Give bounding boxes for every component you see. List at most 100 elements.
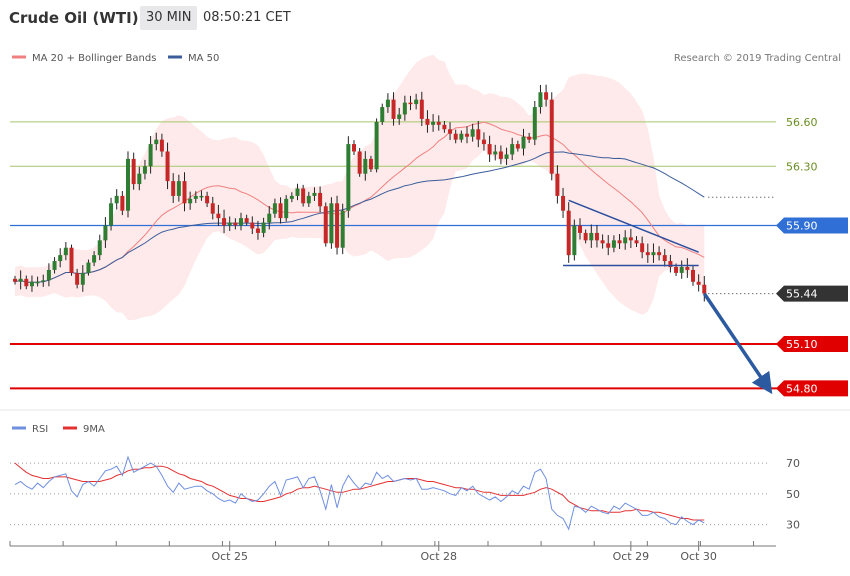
candle-body bbox=[312, 192, 317, 196]
candle bbox=[374, 118, 379, 173]
candle-body bbox=[453, 133, 458, 140]
candle-body bbox=[250, 222, 255, 229]
candle-body bbox=[623, 237, 628, 244]
candle bbox=[594, 225, 599, 248]
candle-body bbox=[668, 261, 673, 267]
candle bbox=[75, 268, 80, 289]
candle-body bbox=[86, 262, 91, 273]
candle-body bbox=[46, 269, 51, 281]
candle bbox=[80, 265, 85, 292]
candle-body bbox=[685, 266, 690, 270]
candle bbox=[171, 173, 176, 204]
candle bbox=[267, 205, 272, 230]
candle-body bbox=[691, 269, 695, 282]
candle bbox=[148, 136, 153, 174]
ma20-line bbox=[14, 121, 705, 283]
candle-body bbox=[210, 203, 215, 214]
research-credit: Research © 2019 Trading Central bbox=[674, 53, 841, 64]
timeframe-selector[interactable]: 30 MIN bbox=[140, 6, 198, 30]
candle-body bbox=[154, 139, 159, 145]
candle-body bbox=[227, 222, 232, 226]
candle bbox=[137, 166, 142, 191]
candle-body bbox=[114, 195, 119, 204]
resistance-label: 56.30 bbox=[786, 160, 818, 173]
candle-body bbox=[583, 232, 588, 241]
candle-body bbox=[109, 203, 114, 226]
rsi-panel: 70 50 30 bbox=[10, 455, 800, 532]
candle-body bbox=[572, 225, 577, 256]
candle-body bbox=[578, 225, 582, 233]
candle-body bbox=[380, 107, 385, 122]
candle-body bbox=[131, 158, 136, 185]
candle bbox=[103, 217, 108, 248]
candle-body bbox=[521, 136, 526, 149]
candle-body bbox=[41, 280, 46, 282]
candle-body bbox=[329, 203, 334, 244]
candle bbox=[284, 195, 289, 222]
resistance-label: 56.60 bbox=[786, 116, 818, 129]
candle-body bbox=[493, 151, 498, 155]
trendline bbox=[568, 199, 699, 253]
candle bbox=[210, 196, 215, 220]
candle bbox=[159, 133, 164, 157]
candle-body bbox=[306, 195, 311, 204]
candle bbox=[645, 243, 650, 263]
candle-body bbox=[97, 240, 102, 256]
candle bbox=[323, 202, 328, 247]
candle bbox=[222, 209, 227, 234]
candle-body bbox=[295, 188, 300, 196]
candle-body bbox=[18, 278, 23, 282]
price-legend: MA 20 + Bollinger Bands MA 50 Research ©… bbox=[12, 53, 841, 64]
candle-body bbox=[323, 206, 328, 244]
candle bbox=[481, 132, 486, 151]
candle-body bbox=[436, 121, 441, 125]
candle-body bbox=[80, 272, 85, 285]
candle bbox=[431, 114, 436, 132]
candle-body bbox=[103, 225, 108, 241]
trendlines bbox=[563, 199, 773, 395]
candle-body bbox=[120, 195, 125, 211]
candle bbox=[657, 246, 662, 261]
candle bbox=[29, 275, 34, 292]
candle-body bbox=[363, 158, 368, 174]
candle bbox=[109, 197, 114, 231]
candle-body bbox=[374, 121, 379, 170]
candle bbox=[391, 92, 396, 126]
candle bbox=[611, 235, 616, 253]
date-label: Oct 25 bbox=[211, 550, 248, 563]
candle bbox=[295, 183, 300, 201]
date-label: Oct 28 bbox=[420, 550, 457, 563]
candle bbox=[289, 192, 294, 203]
candle bbox=[86, 259, 91, 276]
candle bbox=[306, 191, 311, 207]
candle-body bbox=[188, 198, 193, 204]
candle-body bbox=[137, 173, 142, 185]
candle-body bbox=[702, 284, 707, 294]
pivot-label: 55.90 bbox=[786, 220, 818, 233]
candle-body bbox=[408, 102, 413, 105]
candle-body bbox=[171, 181, 176, 196]
candle-body bbox=[216, 213, 221, 219]
candle bbox=[515, 140, 520, 152]
candle-body bbox=[142, 166, 147, 174]
candle bbox=[572, 219, 577, 261]
candle-body bbox=[566, 210, 571, 256]
rsi-tick-label: 30 bbox=[786, 519, 800, 532]
candlesticks bbox=[13, 84, 707, 302]
candle bbox=[532, 100, 537, 146]
candle-body bbox=[606, 243, 611, 248]
candle-body bbox=[549, 99, 554, 174]
candle-body bbox=[222, 218, 227, 226]
candle bbox=[425, 110, 430, 133]
candle-body bbox=[657, 252, 662, 256]
candle bbox=[244, 214, 249, 226]
candle-body bbox=[58, 255, 63, 262]
support-tag bbox=[776, 335, 848, 352]
candle-body bbox=[284, 198, 289, 219]
candle-body bbox=[465, 133, 469, 137]
rsi-ma-legend-label: 9MA bbox=[83, 424, 105, 435]
candle bbox=[600, 234, 605, 249]
rsi-legend: RSI 9MA bbox=[12, 424, 105, 435]
candle-body bbox=[555, 173, 560, 196]
